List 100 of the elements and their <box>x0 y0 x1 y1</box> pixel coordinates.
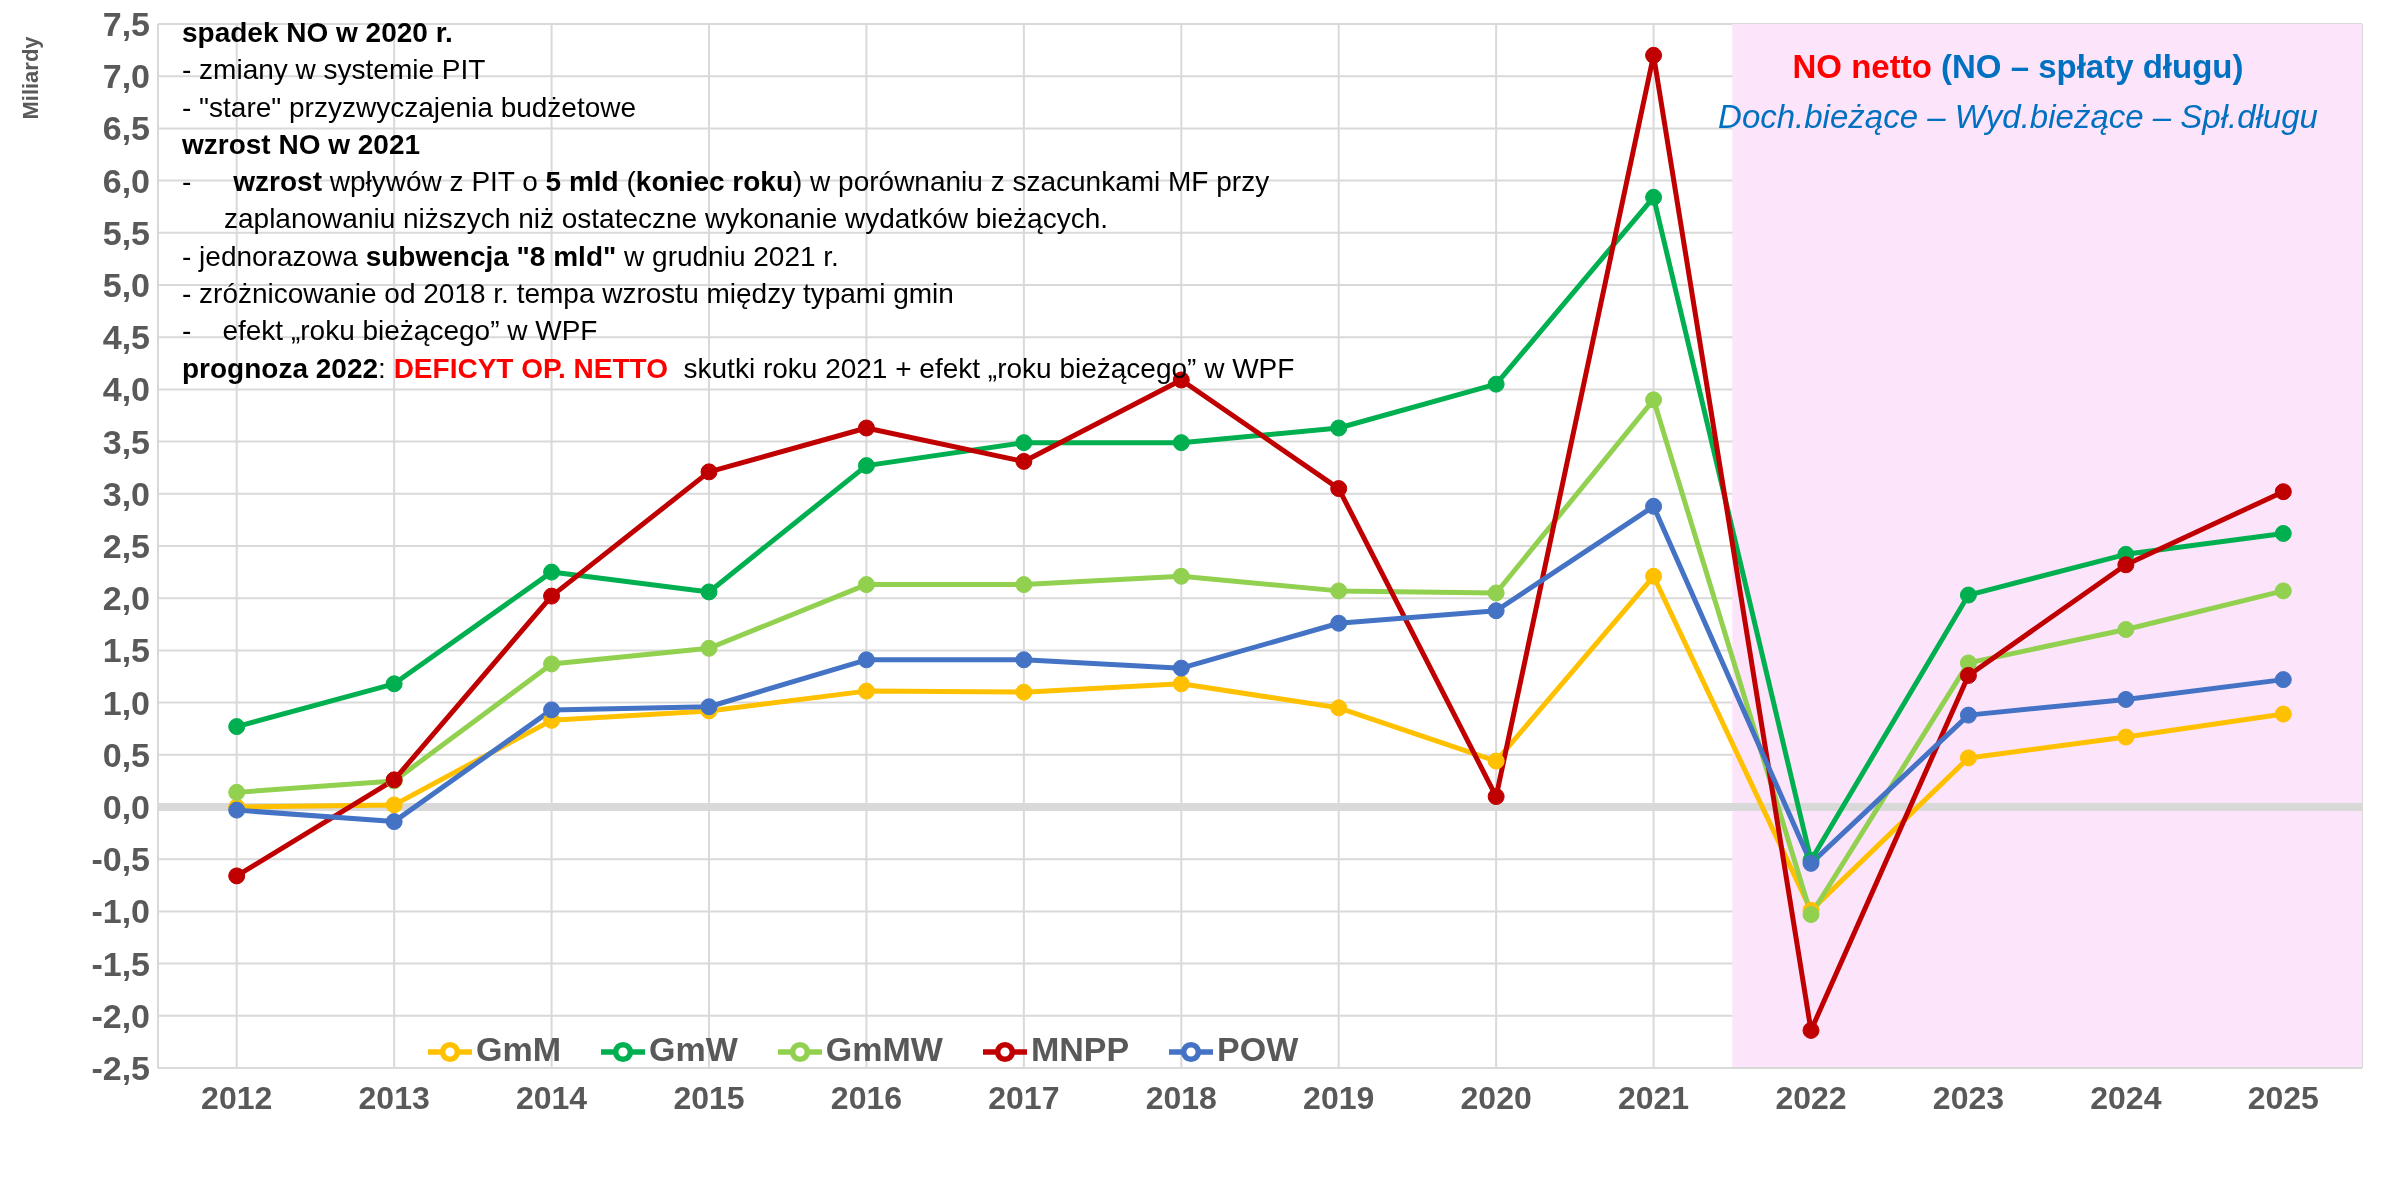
point <box>857 576 875 594</box>
legend-label: MNPP <box>1030 1029 1130 1068</box>
y-tick-label: -1,5 <box>91 944 150 983</box>
point <box>2117 556 2135 574</box>
y-tick-label: -1,0 <box>91 892 150 931</box>
legend-label: GmMW <box>825 1029 943 1068</box>
x-tick-label: 2014 <box>515 1079 588 1116</box>
point <box>543 563 561 581</box>
point <box>2117 690 2135 708</box>
point <box>228 783 246 801</box>
y-tick-label: 2,5 <box>102 527 150 566</box>
x-tick-label: 2018 <box>1145 1079 1217 1116</box>
point <box>1330 582 1348 600</box>
point <box>1172 567 1190 585</box>
x-tick-label: 2017 <box>988 1079 1060 1116</box>
point <box>1330 614 1348 632</box>
point <box>1487 602 1505 620</box>
point <box>1645 188 1663 206</box>
point <box>1330 699 1348 717</box>
point <box>543 655 561 673</box>
y-tick-label: 3,5 <box>102 422 150 461</box>
x-tick-label: 2012 <box>201 1079 273 1116</box>
point <box>2274 582 2292 600</box>
point <box>1645 391 1663 409</box>
point <box>1645 497 1663 515</box>
annotation: spadek NO w 2020 r. <box>182 17 453 48</box>
annotation: zaplanowaniu niższych niż ostateczne wykonanie wydatków bieżących. <box>224 203 1109 235</box>
annotation: 5 mld <box>545 166 619 198</box>
point <box>1330 480 1348 498</box>
y-tick-label: 1,0 <box>102 683 150 722</box>
legend-label: GmM <box>476 1029 561 1068</box>
y-tick-label: 5,0 <box>102 266 150 305</box>
point <box>857 682 875 700</box>
point <box>1802 1021 1820 1039</box>
point <box>1959 749 1977 767</box>
point <box>1645 567 1663 585</box>
point <box>2274 524 2292 542</box>
point <box>2117 728 2135 746</box>
x-tick-label: 2021 <box>1617 1079 1690 1116</box>
annotation: - efekt „roku bieżącego” w WPF <box>182 315 598 347</box>
y-tick-label: 0,0 <box>102 788 150 827</box>
y-tick-label: 4,0 <box>102 370 150 409</box>
annotation: wzrost NO w 2021 <box>182 128 421 160</box>
y-tick-label: 1,5 <box>102 631 150 670</box>
y-tick-label: 6,5 <box>102 109 150 148</box>
point <box>1487 375 1505 393</box>
point <box>1172 434 1190 452</box>
point <box>1015 452 1033 470</box>
point <box>1015 434 1033 452</box>
point <box>385 675 403 693</box>
point <box>1172 659 1190 677</box>
x-tick-label: 2020 <box>1460 1079 1532 1116</box>
annotation: ) w porównaniu z szacunkami MF przy <box>793 166 1270 198</box>
annotation: wpływów z PIT o <box>328 166 539 198</box>
annotation: - zróżnicowanie od 2018 r. tempa wzrostu między typami gmin <box>182 278 954 310</box>
annotation: - "stare" przyzwyczajenia budżetowe <box>182 91 637 123</box>
y-tick-label: 5,5 <box>102 213 150 252</box>
point <box>1959 586 1977 604</box>
point <box>385 813 403 831</box>
legend-label: GmW <box>649 1029 738 1068</box>
point <box>1015 651 1033 669</box>
annotation: NO netto <box>1792 48 1932 85</box>
point <box>2274 671 2292 689</box>
x-tick-label: 2022 <box>1775 1079 1847 1116</box>
point <box>543 587 561 605</box>
x-tick-label: 2023 <box>1932 1079 2005 1116</box>
y-tick-label: 6,0 <box>102 161 150 200</box>
point <box>857 419 875 437</box>
annotation: (NO – spłaty długu) <box>1939 48 2244 85</box>
y-tick-label: 7,0 <box>102 57 150 96</box>
point <box>228 718 246 736</box>
annotation: - jednorazowa <box>182 240 359 272</box>
annotation: : <box>378 352 387 384</box>
point <box>1802 906 1820 924</box>
point <box>1959 666 1977 684</box>
point <box>1330 419 1348 437</box>
legend-label: POW <box>1217 1029 1299 1068</box>
annotation: wzrost <box>233 166 323 198</box>
x-tick-label: 2024 <box>2090 1079 2162 1116</box>
point <box>2274 705 2292 723</box>
annotation: ( <box>625 166 636 198</box>
point <box>1487 752 1505 770</box>
y-tick-label: 3,0 <box>102 474 150 513</box>
point <box>1645 46 1663 64</box>
point <box>1015 683 1033 701</box>
x-tick-label: 2013 <box>358 1079 430 1116</box>
y-tick-label: -2,0 <box>91 996 150 1035</box>
y-tick-label: 4,5 <box>102 318 150 357</box>
y-axis-title: Miliardy <box>18 35 43 120</box>
point <box>700 639 718 657</box>
point <box>543 701 561 719</box>
annotation: - zmiany w systemie PIT <box>182 54 486 86</box>
point <box>1487 584 1505 602</box>
point <box>2117 621 2135 639</box>
point <box>857 457 875 475</box>
point <box>1487 788 1505 806</box>
point <box>700 698 718 716</box>
point <box>1959 706 1977 724</box>
y-tick-label: 2,0 <box>102 579 150 618</box>
point <box>700 583 718 601</box>
